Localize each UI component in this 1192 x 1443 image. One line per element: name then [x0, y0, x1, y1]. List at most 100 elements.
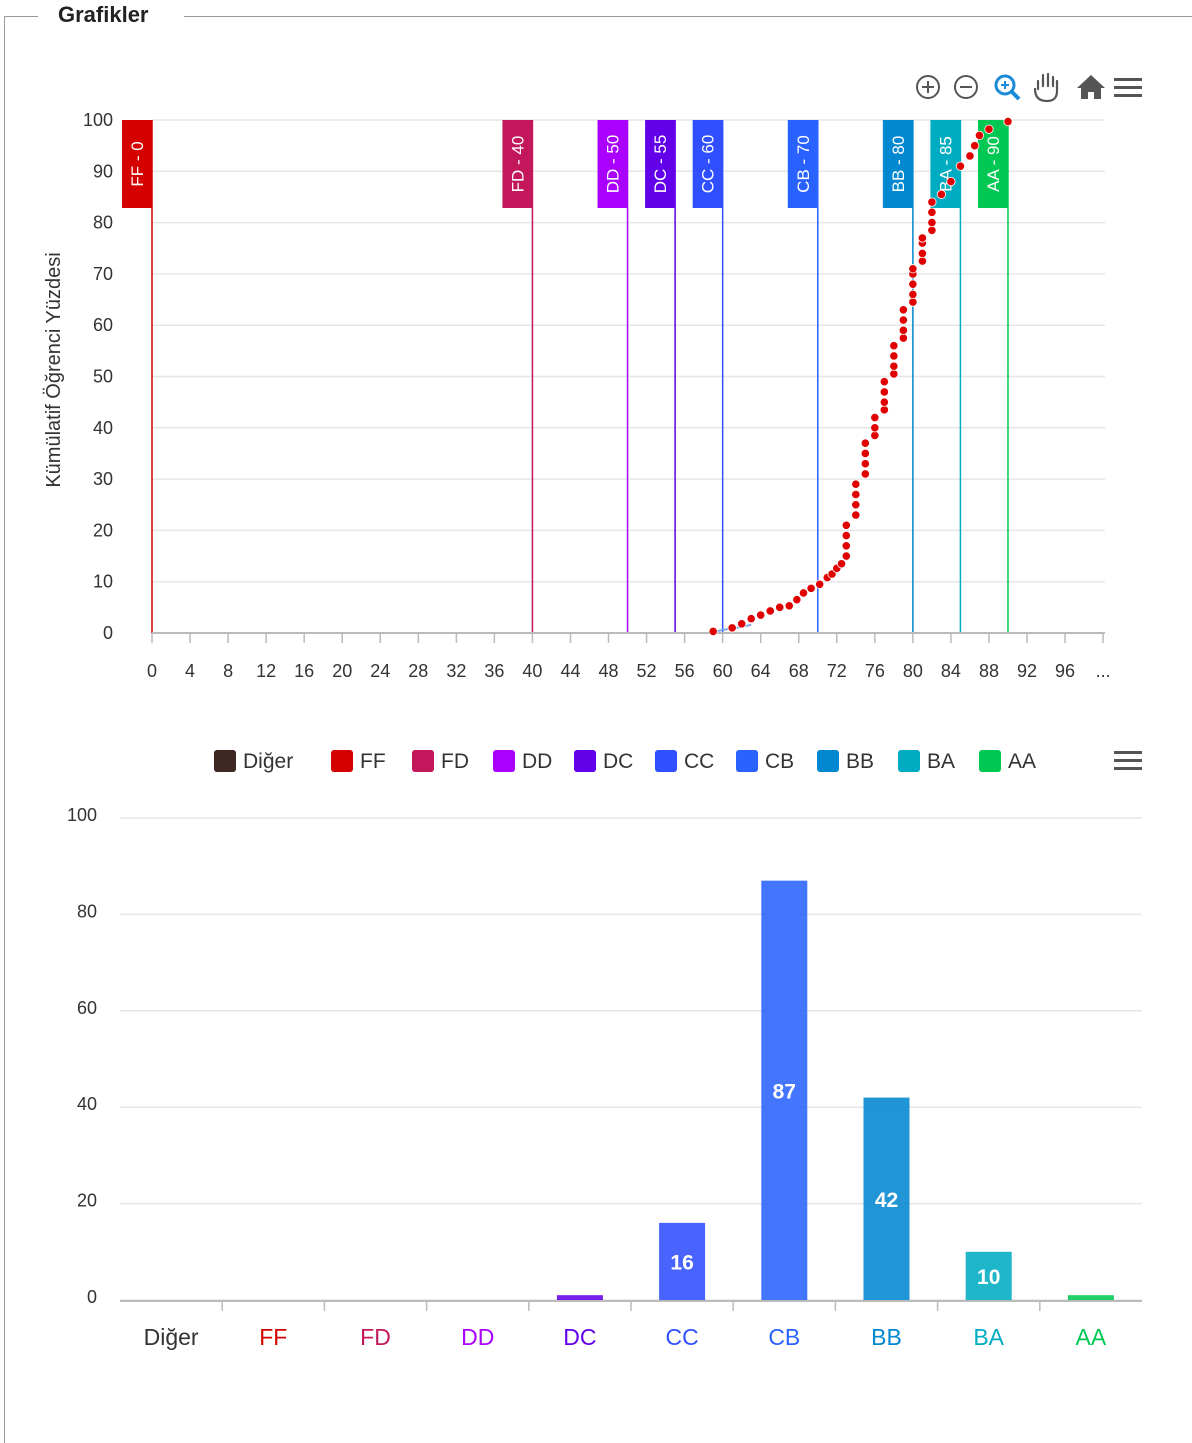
legend-label: BB	[846, 750, 874, 773]
data-point	[955, 161, 966, 171]
legend-item[interactable]: FD	[412, 750, 469, 773]
menu-icon[interactable]	[1114, 751, 1142, 770]
data-point	[1003, 116, 1013, 127]
legend-item[interactable]: DC	[574, 750, 633, 773]
cumulative-distribution-chart: FF - 0 FD - 40 DD - 50 DC - 55 CC - 60 CB - 7…	[43, 72, 1142, 681]
panel-title: Grafikler	[48, 2, 159, 28]
data-point	[851, 479, 861, 489]
data-point	[927, 225, 937, 235]
data-point	[927, 197, 937, 207]
x-category-label: Diğer	[144, 1324, 199, 1350]
pan-hand-icon[interactable]	[1033, 72, 1059, 103]
x-tick-label: 8	[223, 661, 233, 681]
legend-swatch	[817, 750, 839, 772]
data-point	[889, 361, 899, 371]
y-tick-label: 100	[67, 805, 97, 825]
threshold-label: CB - 70	[794, 135, 813, 193]
x-tick-label: 68	[789, 661, 809, 681]
data-point	[784, 601, 794, 611]
x-category-label: FD	[360, 1324, 391, 1350]
data-point	[889, 351, 899, 361]
y-tick-label: 40	[93, 418, 113, 438]
legend-item[interactable]: CB	[736, 750, 794, 773]
legend-label: CB	[765, 750, 794, 773]
legend: Diğer FF FD DD DC CC CB BB BA AA	[214, 750, 1036, 773]
bar-data-label: 10	[977, 1266, 1000, 1289]
legend-item[interactable]: AA	[979, 750, 1036, 773]
legend-swatch	[655, 750, 677, 772]
panel-border-top-right	[184, 16, 1192, 17]
bars: 16 87 42 10	[556, 880, 1114, 1300]
data-point	[708, 626, 718, 637]
data-point	[879, 405, 889, 415]
x-tick-label: 64	[751, 661, 771, 681]
data-point	[879, 377, 889, 387]
zoom-in-icon[interactable]	[916, 75, 940, 99]
chart-toolbar	[916, 72, 1142, 103]
x-tick-label: 72	[827, 661, 847, 681]
threshold-label: DC - 55	[651, 135, 670, 194]
legend-item[interactable]: BB	[817, 750, 874, 773]
legend-swatch	[574, 750, 596, 772]
y-tick-label: 10	[93, 572, 113, 592]
x-category-label: BB	[871, 1324, 902, 1350]
data-point	[815, 579, 825, 589]
zoom-selection-icon[interactable]	[994, 74, 1021, 101]
legend-item[interactable]: Diğer	[214, 750, 293, 773]
legend-label: DC	[603, 750, 633, 773]
data-point	[765, 606, 775, 616]
home-reset-icon[interactable]	[1077, 75, 1105, 99]
data-point	[927, 207, 937, 217]
menu-icon[interactable]	[1114, 78, 1142, 97]
threshold-label: FD - 40	[508, 136, 527, 193]
legend-swatch	[214, 750, 236, 772]
data-point	[841, 551, 851, 561]
bar-data-label: 87	[773, 1080, 796, 1103]
legend-label: BA	[927, 750, 955, 773]
x-category-label: DC	[563, 1324, 596, 1350]
data-point	[908, 264, 918, 274]
legend-item[interactable]: DD	[493, 750, 552, 773]
data-point	[917, 233, 927, 243]
data-point	[870, 423, 880, 433]
y-tick-label: 80	[77, 901, 97, 921]
data-point	[841, 530, 851, 541]
legend-item[interactable]: CC	[655, 750, 714, 773]
y-tick-label: 100	[83, 110, 113, 130]
data-point	[737, 619, 747, 629]
zoom-out-icon[interactable]	[954, 75, 978, 99]
x-tick-label: 80	[903, 661, 923, 681]
bar-data-label: 42	[875, 1189, 898, 1212]
y-tick-label: 70	[93, 264, 113, 284]
legend-swatch	[736, 750, 758, 772]
x-tick-label: 20	[332, 661, 352, 681]
bar	[556, 1295, 603, 1300]
y-tick-label: 60	[77, 998, 97, 1018]
data-point	[860, 469, 870, 479]
threshold-label-box	[597, 120, 628, 208]
data-point	[806, 583, 816, 593]
data-point	[841, 541, 851, 551]
data-point	[984, 124, 994, 134]
axes: 0 20 40 60 80 100 Diğer FF FD DD DC CC CB BB BA AA	[67, 805, 1142, 1350]
data-point	[917, 256, 927, 266]
data-point	[841, 520, 851, 530]
legend-swatch	[493, 750, 515, 772]
data-point	[756, 610, 766, 620]
legend-item[interactable]: FF	[331, 750, 386, 773]
data-point	[860, 438, 870, 448]
data-point	[908, 289, 918, 300]
x-tick-label: 12	[256, 661, 276, 681]
data-point	[851, 489, 861, 500]
legend-label: Diğer	[243, 750, 293, 773]
data-point	[927, 218, 937, 228]
legend-item[interactable]: BA	[898, 750, 955, 773]
bar	[965, 1251, 1012, 1300]
panel-border-top-left	[4, 16, 38, 17]
x-category-label: AA	[1076, 1324, 1107, 1350]
x-category-label: DD	[461, 1324, 494, 1350]
data-point	[851, 500, 861, 510]
data-point	[936, 189, 947, 199]
legend-label: FD	[441, 750, 469, 773]
